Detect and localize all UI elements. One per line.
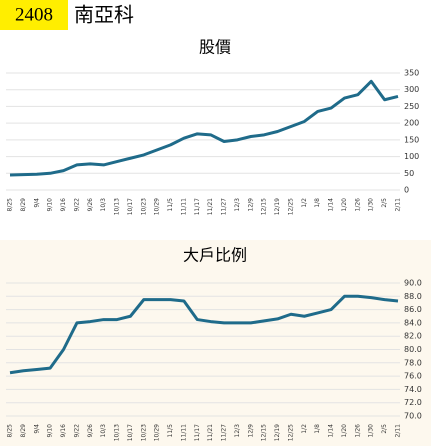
x-tick-label: 1/14 bbox=[328, 424, 335, 438]
y-tick-label: 82.0 bbox=[404, 332, 422, 341]
x-tick-label: 9/26 bbox=[87, 198, 94, 212]
y-tick-label: 250 bbox=[404, 102, 419, 111]
x-tick-label: 1/8 bbox=[314, 198, 321, 208]
y-tick-label: 300 bbox=[404, 85, 419, 94]
x-tick-label: 11/11 bbox=[180, 424, 187, 441]
x-tick-label: 9/22 bbox=[73, 198, 80, 212]
y-tick-label: 80.0 bbox=[404, 345, 422, 354]
x-tick-label: 9/10 bbox=[47, 198, 54, 212]
y-tick-label: 78.0 bbox=[404, 358, 422, 367]
y-tick-label: 200 bbox=[404, 119, 419, 128]
x-tick-label: 11/17 bbox=[194, 424, 201, 441]
y-tick-label: 74.0 bbox=[404, 385, 422, 394]
x-tick-label: 1/2 bbox=[301, 424, 308, 434]
x-tick-label: 8/29 bbox=[20, 424, 27, 438]
chart-background bbox=[0, 32, 431, 236]
y-tick-label: 100 bbox=[404, 152, 419, 161]
x-tick-label: 10/23 bbox=[140, 424, 147, 441]
x-tick-label: 9/16 bbox=[60, 424, 67, 438]
x-tick-label: 8/25 bbox=[7, 424, 14, 438]
x-tick-label: 11/21 bbox=[207, 198, 214, 215]
chart-background bbox=[0, 240, 431, 446]
x-tick-label: 11/27 bbox=[221, 198, 228, 215]
x-tick-label: 10/29 bbox=[154, 198, 161, 215]
x-tick-label: 10/23 bbox=[140, 198, 147, 215]
x-tick-label: 12/15 bbox=[261, 424, 268, 441]
stock-name: 南亞科 bbox=[74, 3, 134, 27]
x-tick-label: 8/25 bbox=[7, 198, 14, 212]
x-tick-label: 2/5 bbox=[381, 424, 388, 434]
x-tick-label: 8/29 bbox=[20, 198, 27, 212]
price-line bbox=[9, 294, 399, 375]
x-tick-label: 10/3 bbox=[100, 424, 107, 438]
x-tick-label: 1/20 bbox=[341, 424, 348, 438]
chart-title: 大戶比例 bbox=[183, 246, 247, 265]
chart-title: 股價 bbox=[199, 38, 231, 57]
x-tick-label: 12/15 bbox=[261, 198, 268, 215]
y-tick-label: 150 bbox=[404, 135, 419, 144]
x-tick-label: 10/17 bbox=[127, 198, 134, 215]
code-badge bbox=[0, 0, 68, 30]
x-tick-label: 2/11 bbox=[395, 198, 402, 212]
x-tick-label: 1/8 bbox=[314, 424, 321, 434]
stock-code: 2408 bbox=[15, 4, 53, 25]
x-tick-label: 1/20 bbox=[341, 198, 348, 212]
x-tick-label: 2/11 bbox=[395, 424, 402, 438]
x-tick-label: 9/4 bbox=[33, 198, 40, 208]
x-tick-label: 11/11 bbox=[180, 198, 187, 215]
x-tick-label: 12/19 bbox=[274, 198, 281, 215]
x-tick-label: 1/30 bbox=[368, 424, 375, 438]
x-tick-label: 10/3 bbox=[100, 198, 107, 212]
x-tick-label: 11/27 bbox=[221, 424, 228, 441]
x-tick-label: 12/3 bbox=[234, 198, 241, 212]
y-tick-label: 350 bbox=[404, 69, 419, 78]
x-tick-label: 9/10 bbox=[47, 424, 54, 438]
y-tick-label: 72.0 bbox=[404, 398, 422, 407]
x-tick-label: 12/9 bbox=[247, 198, 254, 212]
x-tick-label: 10/13 bbox=[114, 198, 121, 215]
x-tick-label: 12/19 bbox=[274, 424, 281, 441]
x-tick-label: 1/26 bbox=[354, 198, 361, 212]
x-tick-label: 1/26 bbox=[354, 424, 361, 438]
x-tick-label: 11/17 bbox=[194, 198, 201, 215]
x-tick-label: 12/25 bbox=[287, 198, 294, 215]
y-tick-label: 70.0 bbox=[404, 412, 422, 421]
x-tick-label: 9/26 bbox=[87, 424, 94, 438]
x-tick-label: 9/16 bbox=[60, 198, 67, 212]
y-tick-label: 90.0 bbox=[404, 279, 422, 288]
x-tick-label: 12/3 bbox=[234, 424, 241, 438]
x-tick-label: 9/22 bbox=[73, 424, 80, 438]
y-tick-label: 0 bbox=[404, 186, 409, 195]
x-tick-label: 1/14 bbox=[328, 198, 335, 212]
y-tick-label: 50 bbox=[404, 169, 414, 178]
y-tick-label: 86.0 bbox=[404, 305, 422, 314]
x-tick-label: 1/2 bbox=[301, 198, 308, 208]
x-tick-label: 9/4 bbox=[33, 424, 40, 434]
x-tick-label: 10/17 bbox=[127, 424, 134, 441]
y-tick-label: 84.0 bbox=[404, 318, 422, 327]
x-tick-label: 2/5 bbox=[381, 198, 388, 208]
x-tick-label: 11/5 bbox=[167, 198, 174, 212]
y-tick-label: 88.0 bbox=[404, 292, 422, 301]
x-tick-label: 10/13 bbox=[114, 424, 121, 441]
x-tick-label: 1/30 bbox=[368, 198, 375, 212]
y-tick-label: 76.0 bbox=[404, 372, 422, 381]
x-tick-label: 12/9 bbox=[247, 424, 254, 438]
x-tick-label: 11/5 bbox=[167, 424, 174, 438]
x-tick-label: 11/21 bbox=[207, 424, 214, 441]
x-tick-label: 12/25 bbox=[287, 424, 294, 441]
price-line bbox=[9, 79, 399, 177]
x-tick-label: 10/29 bbox=[154, 424, 161, 441]
